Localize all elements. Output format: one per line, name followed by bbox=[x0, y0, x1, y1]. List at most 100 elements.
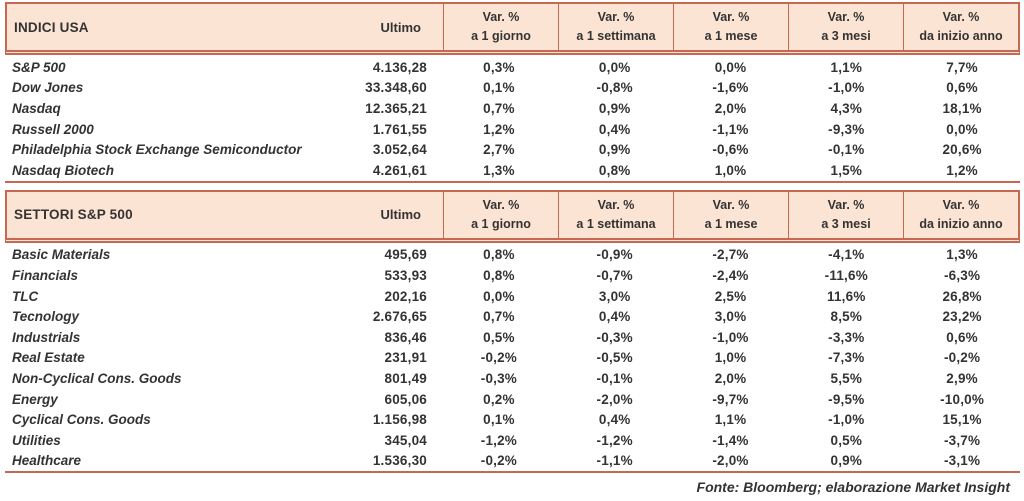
var-value: -2,0% bbox=[712, 453, 749, 469]
column-header-var: Var. % a 1 mese bbox=[673, 191, 788, 238]
ultimo-value: 1.761,55 bbox=[372, 121, 427, 137]
var-value: -2,4% bbox=[712, 267, 749, 283]
var-value: 0,0% bbox=[598, 59, 631, 75]
var-header-line1: Var. % bbox=[827, 10, 865, 24]
ultimo-value: 801,49 bbox=[384, 370, 427, 386]
var-value: 2,7% bbox=[483, 142, 515, 158]
table-row: Healthcare 1.536,30 -0,2% -1,1% -2,0% 0,9% -3,… bbox=[5, 451, 1020, 472]
var-header-line2: da inizio anno bbox=[919, 216, 1003, 231]
var-value: 0,4% bbox=[598, 309, 631, 325]
row-name: Cyclical Cons. Goods bbox=[12, 412, 151, 428]
var-value: 0,4% bbox=[598, 121, 631, 137]
table-title: SETTORI S&P 500 bbox=[14, 207, 133, 223]
var-value: 1,0% bbox=[714, 350, 747, 366]
var-header-line1: Var. % bbox=[942, 10, 980, 24]
var-value: 1,2% bbox=[483, 121, 515, 137]
var-value: -0,8% bbox=[596, 80, 633, 96]
var-value: -0,2% bbox=[480, 453, 518, 469]
var-value: -2,0% bbox=[596, 391, 633, 407]
var-value: -0,1% bbox=[596, 370, 633, 386]
row-name: Energy bbox=[12, 391, 58, 407]
var-value: -1,0% bbox=[828, 80, 865, 96]
table-row: Industrials 836,46 0,5% -0,3% -1,0% -3,3% 0,6% bbox=[5, 327, 1020, 348]
var-header-line2: a 1 settimana bbox=[576, 29, 656, 43]
var-value: 3,0% bbox=[714, 309, 747, 325]
var-value: -7,3% bbox=[828, 350, 865, 366]
var-value: -0,2% bbox=[943, 350, 981, 366]
column-header-var: Var. % a 1 settimana bbox=[558, 191, 673, 238]
var-value: 26,8% bbox=[942, 288, 982, 304]
var-value: 1,5% bbox=[830, 162, 863, 178]
table-row: Real Estate 231,91 -0,2% -0,5% 1,0% -7,3% -0,2… bbox=[5, 348, 1020, 369]
column-header-var: Var. % a 3 mesi bbox=[788, 191, 903, 238]
table-row: Dow Jones 33.348,60 0,1% -0,8% -1,6% -1,0% 0,6… bbox=[5, 78, 1020, 99]
var-value: -0,9% bbox=[596, 247, 633, 263]
var-value: 0,5% bbox=[483, 329, 515, 345]
var-value: 23,2% bbox=[942, 309, 982, 325]
column-header-var: Var. % a 1 mese bbox=[673, 4, 788, 50]
var-header-line2: a 3 mesi bbox=[821, 216, 871, 231]
var-value: -0,3% bbox=[596, 329, 633, 345]
table-row: Basic Materials 495,69 0,8% -0,9% -2,7% -4,1%… bbox=[5, 245, 1020, 266]
ultimo-value: 4.261,61 bbox=[372, 162, 427, 178]
row-name: Real Estate bbox=[12, 350, 85, 366]
ultimo-value: 1.156,98 bbox=[372, 412, 427, 428]
var-value: 11,6% bbox=[827, 288, 866, 304]
ultimo-value: 4.136,28 bbox=[372, 59, 427, 75]
var-header-line1: Var. % bbox=[827, 197, 865, 212]
column-header-var: Var. % a 1 giorno bbox=[443, 4, 558, 50]
var-value: 1,1% bbox=[714, 412, 747, 428]
var-value: 18,1% bbox=[942, 100, 982, 116]
ultimo-value: 533,93 bbox=[384, 267, 427, 283]
row-name: Basic Materials bbox=[12, 247, 111, 263]
table-row: Energy 605,06 0,2% -2,0% -9,7% -9,5% -10,0% bbox=[5, 389, 1020, 410]
var-value: 1,3% bbox=[483, 162, 515, 178]
var-value: 20,6% bbox=[942, 142, 982, 158]
var-value: 0,0% bbox=[483, 288, 515, 304]
var-value: 0,9% bbox=[830, 453, 863, 469]
var-value: 15,1% bbox=[942, 412, 982, 428]
var-value: 2,0% bbox=[714, 370, 747, 386]
var-header-line2: a 1 mese bbox=[704, 29, 758, 43]
row-name: Dow Jones bbox=[12, 80, 84, 96]
var-value: 5,5% bbox=[830, 370, 863, 386]
var-value: 7,7% bbox=[946, 59, 978, 75]
var-value: -10,0% bbox=[940, 391, 985, 407]
var-value: 0,7% bbox=[483, 309, 515, 325]
var-header-line2: a 1 giorno bbox=[471, 29, 531, 43]
var-value: -9,3% bbox=[828, 121, 865, 137]
table-row: Tecnology 2.676,65 0,7% 0,4% 3,0% 8,5% 23,2% bbox=[5, 306, 1020, 327]
var-value: -9,7% bbox=[712, 391, 749, 407]
source-note: Fonte: Bloomberg; elaborazione Market In… bbox=[696, 479, 1010, 496]
var-value: 2,0% bbox=[714, 100, 747, 116]
var-header-line2: da inizio anno bbox=[919, 29, 1003, 43]
column-header-ultimo: Ultimo bbox=[380, 207, 421, 223]
ultimo-value: 33.348,60 bbox=[365, 80, 427, 96]
var-value: -0,1% bbox=[828, 142, 865, 158]
var-value: -4,1% bbox=[828, 247, 865, 263]
table-header: INDICI USA Ultimo Var. % a 1 giorno Var. %… bbox=[5, 2, 1020, 55]
var-value: 3,0% bbox=[598, 288, 631, 304]
var-value: 0,6% bbox=[946, 329, 978, 345]
table-row: Utilities 345,04 -1,2% -1,2% -1,4% 0,5% -3,7% bbox=[5, 430, 1020, 451]
var-header-line1: Var. % bbox=[942, 197, 980, 212]
row-name: Financials bbox=[12, 267, 79, 283]
table-indici-usa: INDICI USA Ultimo Var. % a 1 giorno Var. %… bbox=[5, 2, 1020, 183]
var-value: 0,9% bbox=[598, 142, 631, 158]
var-header-line2: a 3 mesi bbox=[821, 29, 871, 43]
var-value: -3,3% bbox=[828, 329, 865, 345]
ultimo-value: 231,91 bbox=[384, 350, 427, 366]
var-value: 0,3% bbox=[483, 59, 515, 75]
var-header-line2: a 1 giorno bbox=[471, 216, 531, 231]
var-value: -1,6% bbox=[712, 80, 749, 96]
table-row: Cyclical Cons. Goods 1.156,98 0,1% 0,4% 1,1%… bbox=[5, 409, 1020, 430]
ultimo-value: 345,04 bbox=[384, 432, 427, 448]
var-value: 0,8% bbox=[598, 162, 631, 178]
row-name: Philadelphia Stock Exchange Semiconducto… bbox=[12, 142, 302, 158]
var-value: -1,0% bbox=[712, 329, 749, 345]
var-value: 4,3% bbox=[830, 100, 863, 116]
table-body: Basic Materials 495,69 0,8% -0,9% -2,7% -4,1%… bbox=[5, 243, 1020, 474]
var-value: -0,6% bbox=[712, 142, 749, 158]
var-header-line2: a 1 settimana bbox=[576, 216, 656, 231]
var-value: -6,3% bbox=[943, 267, 981, 283]
